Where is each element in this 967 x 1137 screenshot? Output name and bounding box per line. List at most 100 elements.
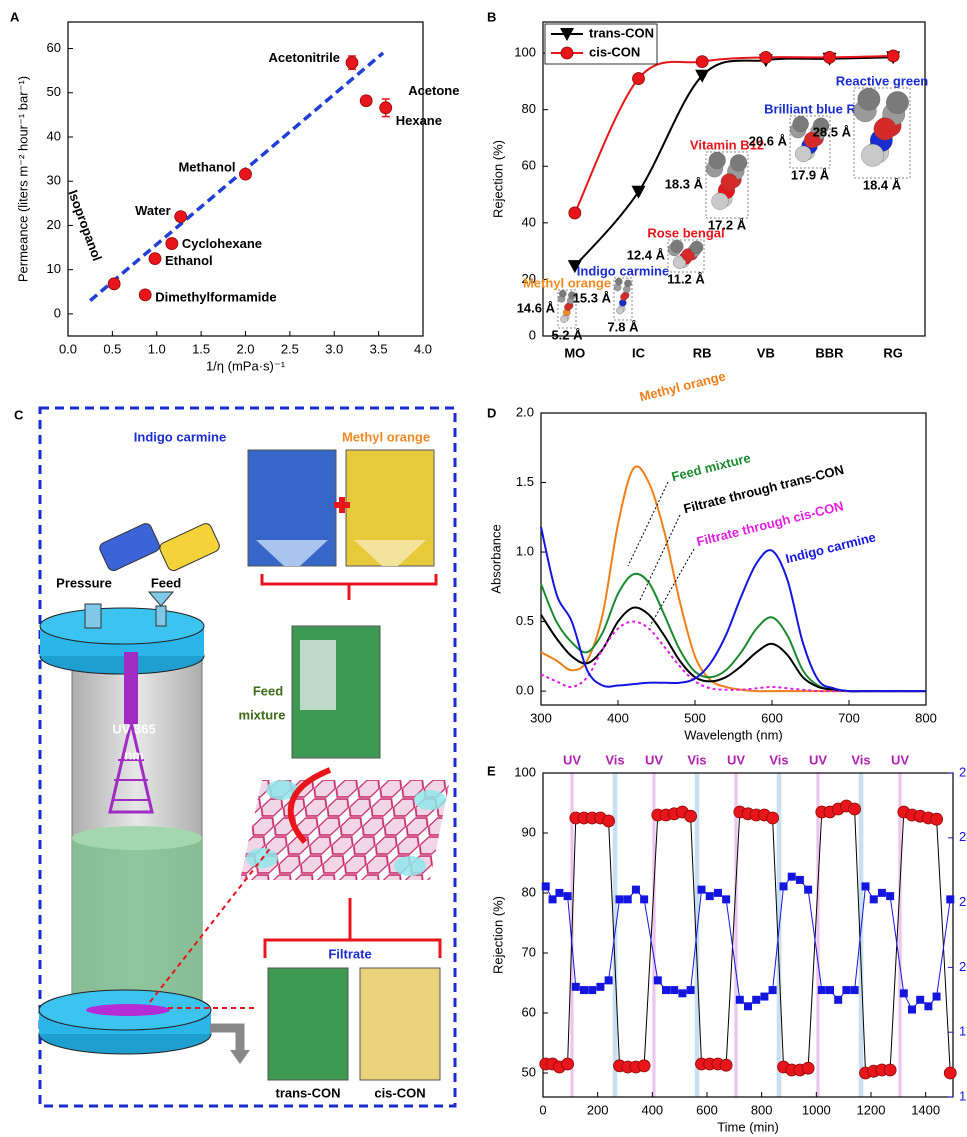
x-tick-label: 1000 [802,1102,831,1117]
x-tick-label: 200 [587,1102,609,1117]
point [166,238,178,250]
marker [640,895,648,903]
pressure-port [85,604,101,628]
band [816,773,819,1097]
marker [851,986,859,994]
x-tick-label: 1200 [857,1102,886,1117]
atom [874,118,896,140]
y-tick-label: 20 [47,217,61,232]
molecule-dim: 18.3 Å [665,176,704,191]
atom [712,193,729,210]
y-tick-label: 40 [522,214,536,229]
atom [624,280,631,287]
marker [720,1059,732,1071]
atom [615,278,622,285]
x-tick-label: 3.5 [370,341,388,356]
molecule-name: Reactive green [836,73,929,88]
marker [760,993,768,1001]
x-axis-label: Time (min) [717,1119,779,1134]
feed-port [156,606,166,626]
marker [624,895,632,903]
y-tick-label: 70 [522,944,536,959]
panel-letter: D [487,405,496,420]
marker [605,976,613,984]
marker [564,892,572,900]
x-tick-label: MO [564,345,585,360]
vial [360,968,440,1080]
marker [596,983,604,991]
x-tick-label: 400 [607,710,629,725]
marker [887,50,899,62]
point [108,278,120,290]
x-tick-label: 0 [539,1102,546,1117]
y2-tick-label: 18 [959,1024,967,1039]
x-tick-label: IC [632,345,646,360]
y-tick-label: 60 [522,1004,536,1019]
marker [884,1064,896,1076]
uv-beam [124,652,138,724]
marker [788,873,796,881]
y-tick-label: 50 [47,84,61,99]
marker [633,73,645,85]
y-tick-label: 1.5 [516,474,534,489]
marker [555,889,563,897]
marker [696,56,708,68]
marker [580,986,588,994]
band-label: Vis [851,752,870,767]
x-tick-label: VB [757,345,775,360]
atom [730,154,747,171]
marker [780,882,788,890]
y-tick-label: 30 [47,173,61,188]
framework-node [394,856,426,876]
atom [671,240,684,253]
point [346,57,358,69]
x-axis-label: Wavelength (nm) [684,727,783,742]
marker [662,986,670,994]
y-tick-label: 0.0 [516,683,534,698]
atom [858,88,880,110]
y-tick-label: 0 [54,305,61,320]
uv-label: nm [124,747,144,762]
marker [870,895,878,903]
marker [685,810,697,822]
atom [709,152,726,169]
band-label: Vis [605,752,624,767]
uv-label: UV 365 [112,721,155,736]
band-label: Vis [769,752,788,767]
y-tick-label: 80 [522,884,536,899]
cell-cap-top [40,608,204,644]
x-tick-label: 4.0 [414,341,432,356]
marker [886,892,894,900]
feed-mixture-label: Feed [253,683,283,698]
y-tick-label: 60 [47,40,61,55]
marker [804,886,812,894]
y2-tick-label: 26 [959,764,967,779]
marker [849,803,861,815]
x-tick-label: 400 [641,1102,663,1117]
molecule-dim: 7.8 Å [607,319,639,334]
feed-mixture-label: mixture [239,707,286,722]
x-tick-label: 600 [761,710,783,725]
atom [721,174,738,191]
dye-label: Methyl orange [342,429,430,444]
molecule-dim: 28.5 Å [813,124,852,139]
molecule-dim: 17.2 Å [708,217,747,232]
molecule-dim: 5.2 Å [551,327,583,342]
marker [603,815,615,827]
marker [542,882,550,890]
band-label: UV [727,752,745,767]
y-axis-label: Rejection (%) [490,140,505,218]
filtrate-label: Filtrate [328,946,371,961]
point-label: Hexane [396,113,442,128]
atom [861,144,883,166]
band-label: UV [809,752,827,767]
band-label: UV [891,752,909,767]
atom [620,293,627,300]
band-label: UV [645,752,663,767]
x-tick-label: 800 [751,1102,773,1117]
x-tick-label: 2.5 [281,341,299,356]
y-tick-label: 100 [514,764,536,779]
band [652,773,655,1097]
band [734,773,737,1097]
marker [908,1006,916,1014]
